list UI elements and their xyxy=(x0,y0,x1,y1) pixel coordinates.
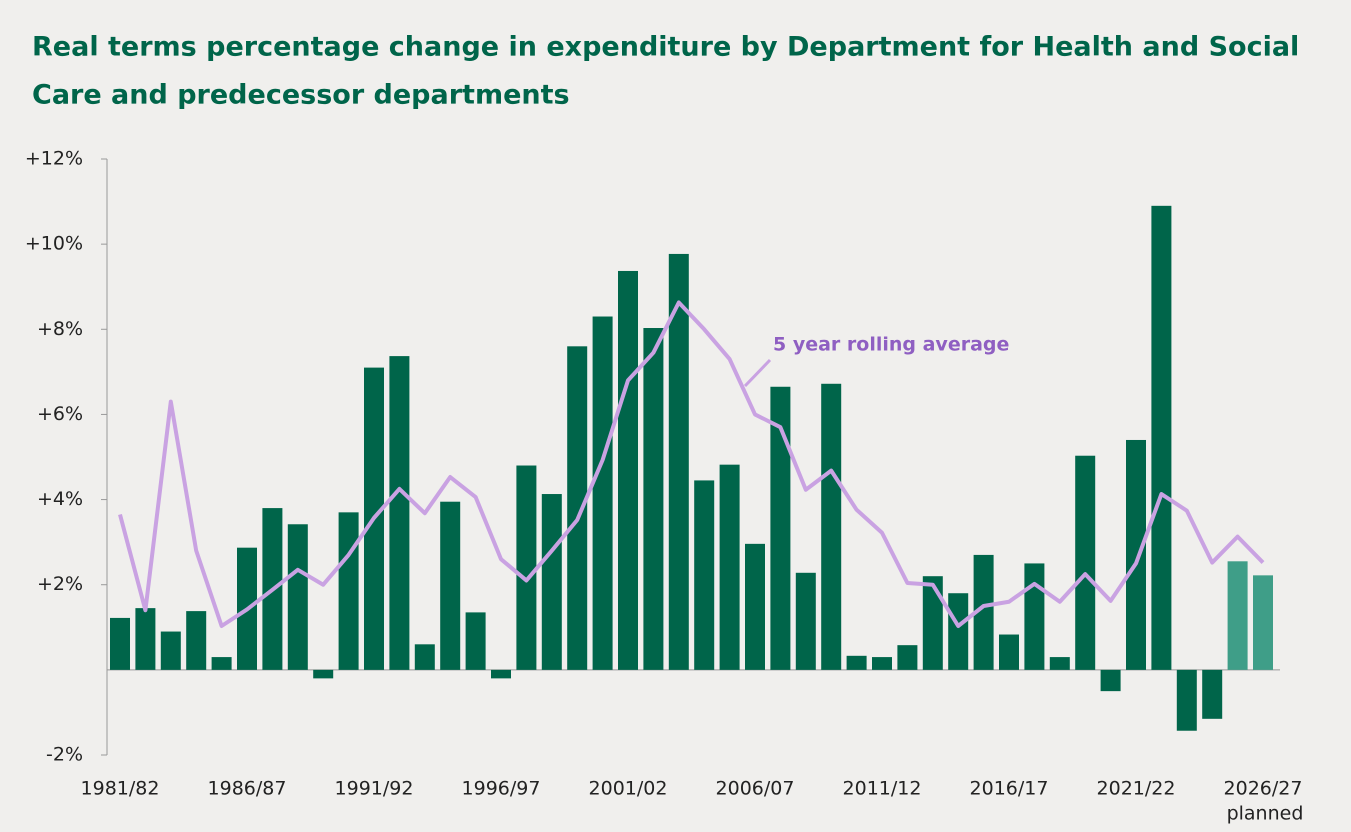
bar xyxy=(618,270,638,670)
bar xyxy=(694,480,715,670)
x-tick-label: 1996/97 xyxy=(462,778,541,800)
bar xyxy=(135,608,156,670)
bar xyxy=(821,383,842,670)
bar xyxy=(897,645,918,670)
bar xyxy=(948,593,969,670)
bar xyxy=(643,328,664,670)
bar xyxy=(973,554,994,670)
bar xyxy=(1176,669,1197,731)
bar xyxy=(719,464,740,670)
y-tick-label: +10% xyxy=(25,233,83,255)
y-tick-label: +2% xyxy=(37,573,83,595)
y-tick-label: +8% xyxy=(37,318,83,340)
bar xyxy=(211,657,232,670)
bar xyxy=(186,611,207,670)
bar xyxy=(668,253,689,670)
x-tick-label: 2026/27 xyxy=(1224,778,1303,800)
bar xyxy=(1024,563,1045,670)
bar xyxy=(160,631,181,670)
annotation-leader xyxy=(743,358,772,388)
x-tick-label: 1981/82 xyxy=(81,778,160,800)
x-tick-note: planned xyxy=(1227,803,1304,825)
bar xyxy=(846,655,867,670)
x-tick-label: 2021/22 xyxy=(1097,778,1176,800)
bar xyxy=(338,512,359,670)
x-tick-label: 2011/12 xyxy=(843,778,922,800)
bar xyxy=(110,617,130,670)
bar xyxy=(516,465,537,670)
x-tick-label: 1991/92 xyxy=(335,778,414,800)
bar xyxy=(795,572,816,670)
x-tick-label: 2016/17 xyxy=(970,778,1049,800)
bar xyxy=(1202,669,1223,719)
bar xyxy=(1151,205,1172,670)
bar xyxy=(541,494,562,670)
chart-title: Real terms percentage change in expendit… xyxy=(32,32,1299,63)
bar xyxy=(872,657,892,670)
bar xyxy=(1075,455,1096,670)
bar xyxy=(999,634,1019,670)
y-tick-label: -2% xyxy=(46,744,83,766)
rolling-average-line xyxy=(118,300,1265,629)
bar xyxy=(491,669,511,679)
x-tick-label: 2001/02 xyxy=(589,778,668,800)
bar xyxy=(1126,439,1146,670)
x-tick-label: 1986/87 xyxy=(208,778,287,800)
x-tick-label: 2006/07 xyxy=(716,778,795,800)
bar xyxy=(414,644,435,670)
bar xyxy=(592,316,613,670)
bar xyxy=(389,356,410,670)
bar xyxy=(1100,669,1121,692)
chart-title: Care and predecessor departments xyxy=(32,80,570,111)
bar xyxy=(465,612,486,670)
bar xyxy=(567,346,588,670)
y-tick-label: +6% xyxy=(37,403,83,425)
y-tick-label: +12% xyxy=(25,148,83,170)
line-label: 5 year rolling average xyxy=(773,334,1009,356)
bar xyxy=(440,501,461,670)
bar xyxy=(1227,561,1248,670)
bar xyxy=(1253,575,1273,670)
bar xyxy=(287,524,308,670)
bar xyxy=(745,543,765,670)
bar xyxy=(1049,657,1070,670)
bar xyxy=(922,576,943,670)
bar xyxy=(770,386,791,670)
y-tick-label: +4% xyxy=(37,488,83,510)
bar xyxy=(313,669,334,679)
